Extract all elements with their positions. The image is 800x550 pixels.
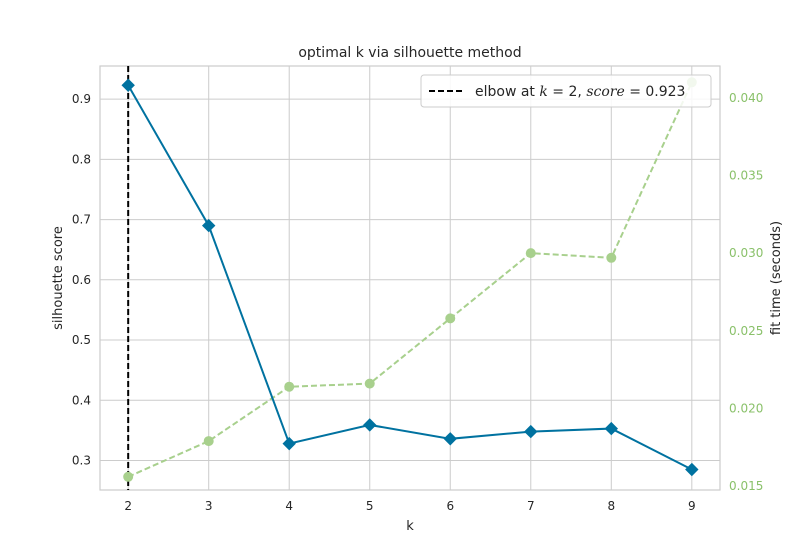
legend-elbow-label: elbow at k = 2, score = 0.923 [475, 84, 685, 100]
y-tick-label-3: 0.6 [72, 273, 91, 287]
y-tick-label-2: 0.5 [72, 333, 91, 347]
grid-lines [100, 66, 720, 490]
y-tick-label-5: 0.8 [72, 152, 91, 166]
x-axis-title: k [406, 519, 414, 534]
silhouette-point-k3 [201, 218, 216, 233]
fit-time-point-k4 [284, 381, 295, 392]
x-tick-label-7: 7 [527, 499, 535, 513]
silhouette-point-k6 [443, 432, 457, 446]
silhouette-point-k9 [685, 462, 699, 477]
legend-k-value: = 2, [548, 84, 586, 100]
y2-tick-label-3: 0.030 [729, 246, 763, 260]
y2-tick-label-4: 0.035 [729, 168, 763, 182]
silhouette-point-k5 [363, 418, 377, 432]
y2-tick-label-2: 0.025 [729, 324, 763, 338]
silhouette-point-k7 [524, 424, 538, 439]
silhouette-series-line [127, 84, 693, 471]
fit-time-point-k8 [606, 252, 617, 263]
fit-time-point-k7 [525, 248, 536, 259]
legend: elbow at k = 2, score = 0.923 [420, 74, 712, 108]
x-tick-label-9: 9 [688, 499, 696, 513]
chart-title: optimal k via silhouette method [298, 45, 521, 61]
y2-tick-label-1: 0.020 [729, 401, 763, 415]
x-tick-label-2: 2 [124, 499, 132, 513]
y2-axis-title: fit time (seconds) [769, 221, 784, 335]
y-tick-label-4: 0.7 [72, 213, 91, 227]
y-tick-label-6: 0.9 [72, 92, 91, 106]
fit-time-point-k3 [203, 436, 214, 447]
legend-k-symbol: k [539, 84, 547, 100]
plot-frame [99, 65, 721, 491]
x-tick-label-3: 3 [205, 499, 213, 513]
y-tick-label-0: 0.3 [72, 453, 91, 467]
y-axis-title: silhouette score [51, 226, 66, 330]
fit-time-series-line [127, 81, 693, 478]
x-tick-label-4: 4 [285, 499, 293, 513]
y-tick-label-1: 0.4 [72, 393, 91, 407]
tick-labels: 2 3 4 5 6 7 8 9 0.3 0.4 0.5 0.6 0.7 0.8 0.9 0.015 0.020 0… [72, 91, 763, 513]
fit-time-point-k2 [123, 471, 134, 482]
y2-tick-label-5: 0.040 [729, 91, 763, 105]
silhouette-point-k8 [604, 421, 619, 436]
x-tick-label-5: 5 [366, 499, 374, 513]
legend-score-symbol: score [586, 84, 624, 100]
x-tick-label-6: 6 [446, 499, 454, 513]
silhouette-point-k4 [282, 436, 296, 451]
legend-box [420, 74, 712, 108]
fit-time-point-k6 [445, 313, 456, 324]
silhouette-point-k2 [121, 78, 135, 92]
y2-tick-label-0: 0.015 [729, 479, 763, 493]
legend-score-value: = 0.923 [625, 84, 686, 100]
fit-time-point-k5 [364, 378, 375, 389]
series-layer [121, 66, 699, 490]
x-tick-label-8: 8 [607, 499, 615, 513]
legend-prefix: elbow at [475, 84, 539, 100]
